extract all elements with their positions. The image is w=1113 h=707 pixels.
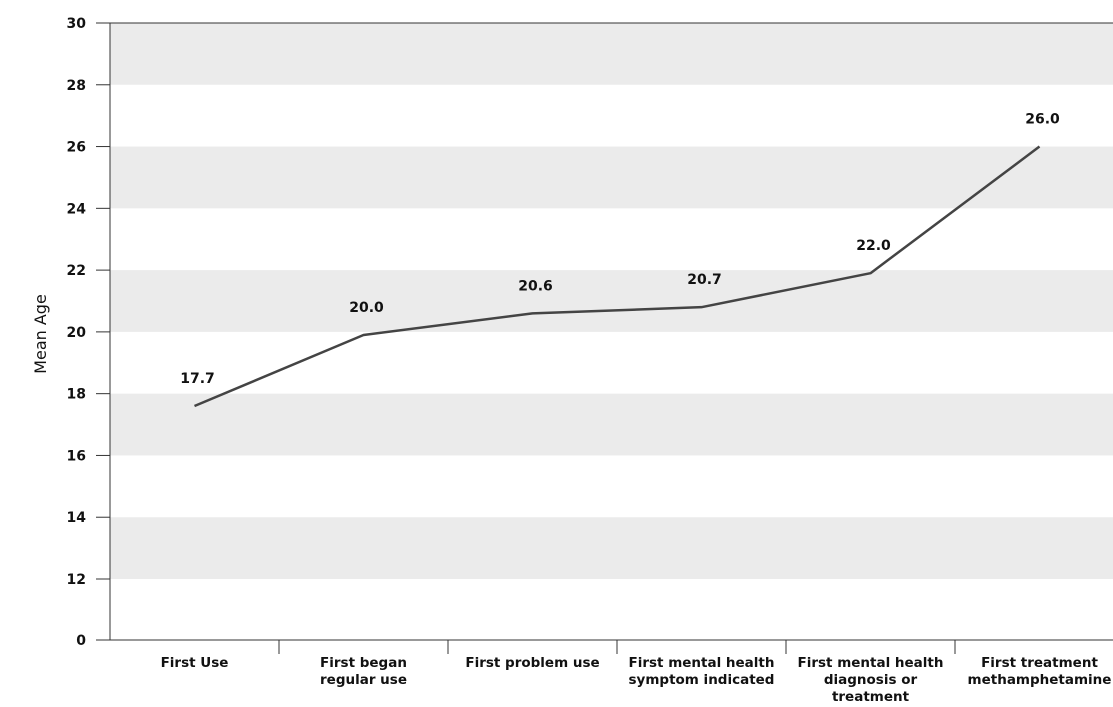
y-tick-label: 18 xyxy=(67,387,86,403)
y-axis-ticks: 0 12 14 16 18 20 22 24 26 28 30 xyxy=(67,16,110,649)
x-category-label: First problem use xyxy=(465,655,599,671)
x-category-label: First began regular use xyxy=(320,655,407,688)
y-tick-label: 24 xyxy=(67,201,87,217)
y-tick-label: 20 xyxy=(67,325,87,341)
data-label: 22.0 xyxy=(856,238,891,254)
y-tick-label: 30 xyxy=(67,16,87,32)
series-line xyxy=(194,145,1041,408)
grid-band xyxy=(110,23,1113,85)
grid-band xyxy=(110,517,1113,579)
grid-band xyxy=(110,270,1113,332)
grid-band xyxy=(110,393,1113,456)
x-axis-categories: First Use First began regular use First pro… xyxy=(161,655,1112,705)
data-label: 20.6 xyxy=(518,278,553,294)
data-label: 17.7 xyxy=(180,371,215,387)
data-label: 20.0 xyxy=(349,300,384,316)
grid-bands xyxy=(110,23,1113,579)
y-tick-label: 14 xyxy=(67,510,87,526)
series-line-group xyxy=(194,145,1041,408)
data-labels: 17.7 20.0 20.6 20.7 22.0 26.0 xyxy=(180,112,1060,387)
y-tick-label: 12 xyxy=(67,572,86,588)
data-label: 26.0 xyxy=(1025,112,1060,128)
y-tick-label: 28 xyxy=(67,78,86,94)
grid-band xyxy=(110,146,1113,209)
x-category-label: First treatment methamphetamine xyxy=(968,655,1112,688)
y-axis-label: Mean Age xyxy=(31,294,50,374)
x-category-label: First mental health diagnosis or treatment xyxy=(798,655,944,705)
y-tick-label: 16 xyxy=(67,448,86,464)
x-category-label: First Use xyxy=(161,655,229,671)
y-tick-label: 0 xyxy=(76,633,86,649)
x-category-label: First mental health symptom indicated xyxy=(629,655,775,688)
y-tick-label: 26 xyxy=(67,140,86,156)
y-tick-label: 22 xyxy=(67,263,86,279)
data-label: 20.7 xyxy=(687,272,722,288)
